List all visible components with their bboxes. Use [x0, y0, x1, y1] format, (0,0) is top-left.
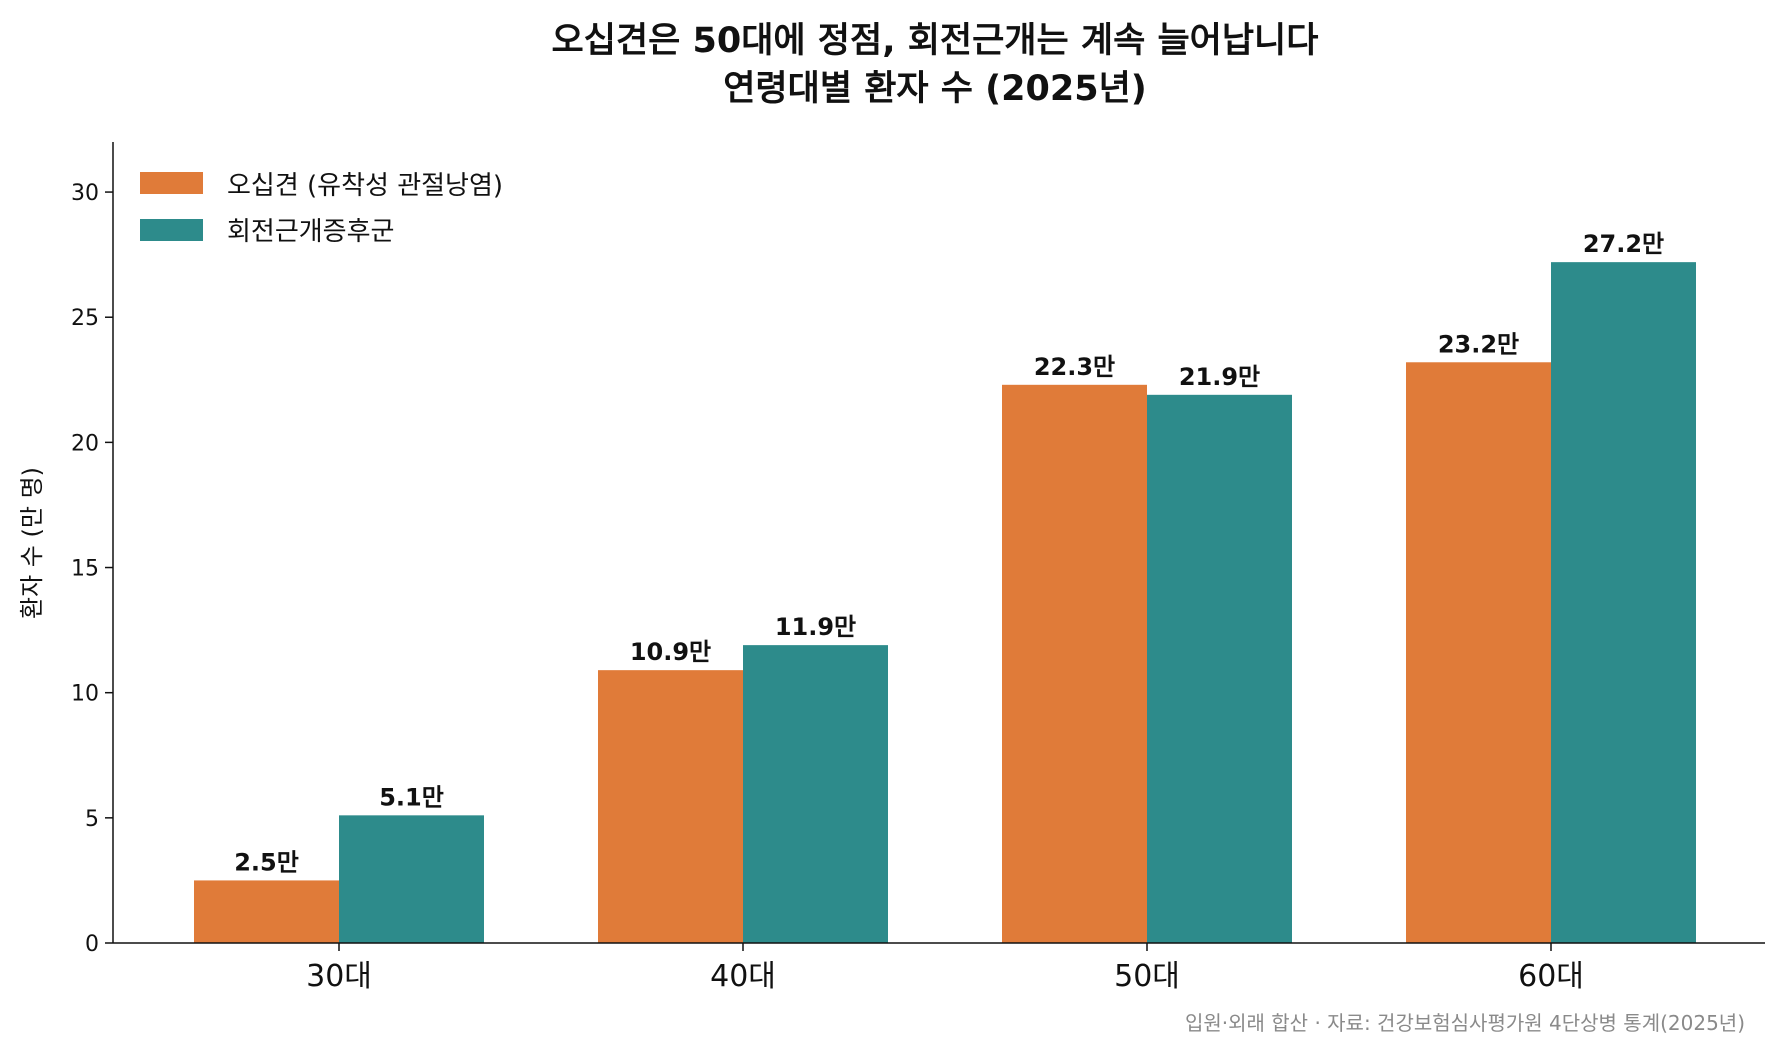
plot-area: 0 5 10 15 20 25 30 2.5만 5.1만 30대 10.9만 11.9만 40대 22.3…: [71, 181, 1696, 994]
bar-frozen-shoulder-0: [194, 880, 339, 943]
bar-rotator-cuff-0: [339, 815, 484, 943]
legend-label-rotator-cuff: 회전근개증후군: [227, 217, 394, 247]
data-label: 2.5만: [234, 848, 299, 876]
bar-rotator-cuff-3: [1551, 262, 1696, 943]
data-label: 22.3만: [1034, 353, 1115, 381]
bar-frozen-shoulder-1: [598, 670, 743, 943]
source-footnote: 입원·외래 합산 · 자료: 건강보험심사평가원 4단상병 통계(2025년): [1185, 1011, 1745, 1035]
bar-rotator-cuff-2: [1147, 394, 1292, 943]
x-tick-label: 50대: [1114, 959, 1180, 994]
legend-swatch-frozen-shoulder: [140, 172, 203, 194]
data-label: 21.9만: [1179, 363, 1260, 391]
data-label: 5.1만: [379, 783, 444, 811]
y-tick-label: 15: [71, 557, 99, 582]
y-axis-label: 환자 수 (만 명): [18, 467, 46, 619]
y-tick-label: 5: [85, 807, 99, 832]
legend-label-frozen-shoulder: 오십견 (유착성 관절낭염): [227, 171, 503, 201]
legend-swatch-rotator-cuff: [140, 219, 203, 241]
bar-frozen-shoulder-3: [1406, 362, 1551, 943]
y-tick-label: 10: [71, 682, 99, 707]
bar-frozen-shoulder-2: [1002, 384, 1147, 944]
data-label: 10.9만: [630, 638, 711, 666]
y-tick-label: 30: [71, 181, 99, 206]
chart-title-line1: 오십견은 50대에 정점, 회전근개는 계속 늘어납니다: [552, 21, 1319, 61]
y-tick-label: 25: [71, 306, 99, 331]
data-label: 23.2만: [1438, 330, 1519, 358]
y-tick-label: 0: [85, 932, 99, 957]
x-tick-label: 30대: [306, 959, 372, 994]
x-tick-label: 40대: [710, 959, 776, 994]
data-label: 11.9만: [775, 613, 856, 641]
bar-rotator-cuff-1: [743, 645, 888, 943]
x-tick-label: 60대: [1518, 959, 1584, 994]
data-label: 27.2만: [1583, 230, 1664, 258]
chart-title-line2: 연령대별 환자 수 (2025년): [723, 69, 1147, 109]
legend: 오십견 (유착성 관절낭염) 회전근개증후군: [140, 171, 503, 247]
y-tick-label: 20: [71, 431, 99, 456]
